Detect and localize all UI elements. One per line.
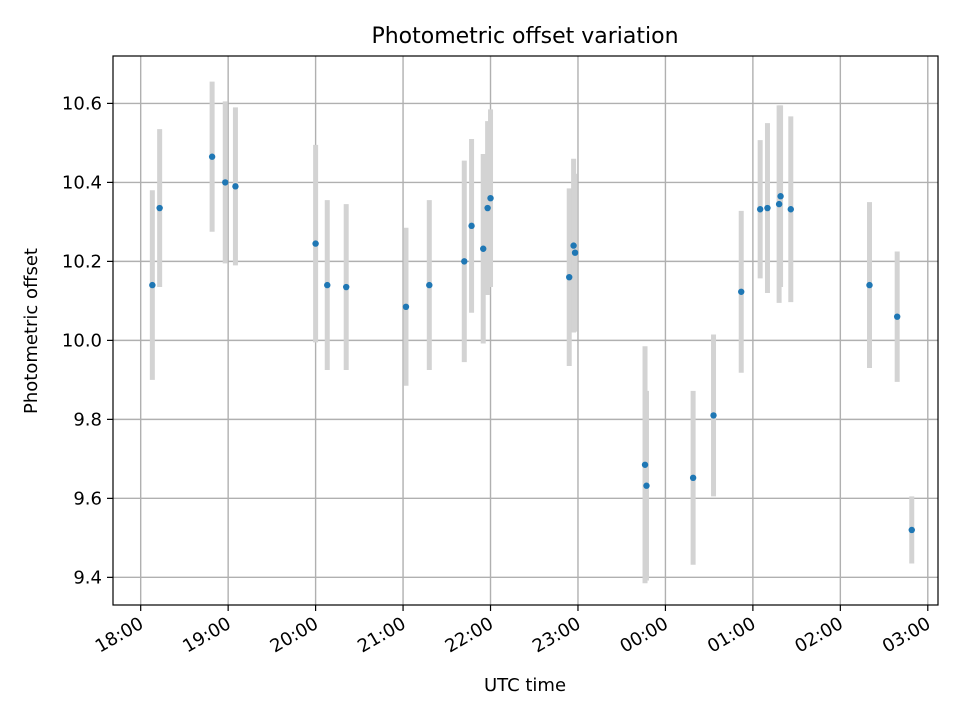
data-point [156, 204, 163, 212]
data-point [570, 242, 577, 249]
y-tick-label: 10.2 [62, 251, 102, 272]
y-tick-label: 10.6 [62, 93, 102, 114]
data-point [787, 206, 794, 213]
data-point [480, 245, 487, 252]
data-point [324, 281, 331, 289]
y-axis-label: Photometric offset [21, 248, 42, 414]
data-point [343, 283, 350, 291]
x-tick-label: 23:00 [529, 613, 584, 657]
data-point [402, 303, 410, 311]
y-tick-label: 9.6 [73, 488, 102, 509]
data-point [149, 281, 156, 289]
data-point [777, 193, 784, 200]
x-tick-label: 18:00 [92, 613, 147, 657]
data-point [689, 474, 697, 482]
data-point [461, 258, 468, 265]
x-tick-label: 02:00 [791, 613, 846, 657]
y-axis-ticks: 9.4 9.6 9.8 10.0 10.2 10.4 10.6 [62, 93, 113, 588]
data-point [764, 204, 771, 212]
data-point [468, 222, 475, 230]
x-tick-label: 20:00 [267, 613, 322, 657]
x-axis-ticks: 18:00 19:00 20:00 21:00 22:00 23:00 00:00 01:00… [92, 605, 934, 657]
data-point [232, 183, 239, 190]
data-point [484, 204, 491, 212]
error-bars [149, 81, 915, 584]
data-point [908, 526, 915, 534]
x-tick-label: 19:00 [179, 613, 234, 657]
data-point [775, 200, 783, 208]
data-point [487, 194, 494, 202]
data-point [641, 461, 649, 468]
data-point [643, 482, 650, 489]
x-tick-label: 22:00 [442, 613, 497, 657]
data-point [571, 249, 579, 256]
data-point [866, 281, 873, 289]
data-point [738, 288, 745, 295]
y-tick-label: 9.4 [73, 567, 102, 588]
data-point [893, 313, 901, 320]
data-point [566, 273, 573, 281]
data-point [222, 179, 229, 186]
x-tick-label: 00:00 [617, 613, 672, 657]
data-point [710, 412, 717, 419]
data-point [426, 281, 433, 289]
y-tick-label: 10.4 [62, 172, 102, 193]
data-point [208, 153, 216, 160]
y-tick-label: 9.8 [73, 409, 102, 430]
y-tick-label: 10.0 [62, 330, 102, 351]
chart-title: Photometric offset variation [371, 24, 678, 49]
x-tick-label: 21:00 [354, 613, 409, 657]
data-points [149, 153, 915, 534]
data-point [312, 240, 319, 247]
x-axis-label: UTC time [484, 675, 566, 696]
x-tick-label: 01:00 [704, 613, 759, 657]
x-tick-label: 03:00 [879, 613, 934, 657]
data-point [756, 206, 764, 213]
plot-frame [112, 55, 939, 606]
